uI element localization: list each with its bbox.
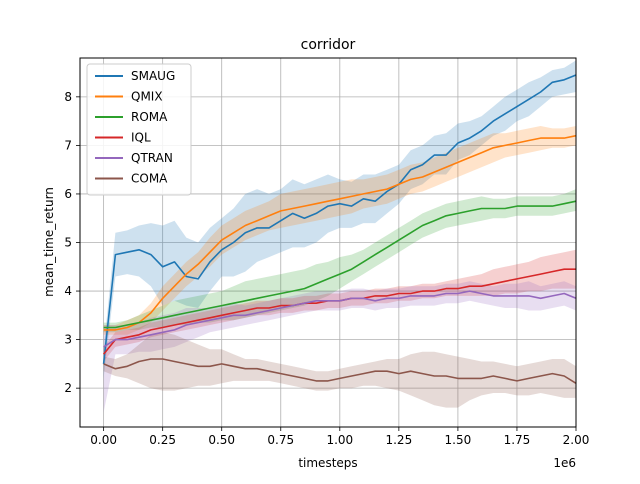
chart-title: corridor bbox=[301, 37, 356, 53]
smaug-band bbox=[103, 60, 576, 379]
y-axis-label: mean_time_return bbox=[42, 187, 56, 297]
x-tick-label: 0.00 bbox=[90, 433, 117, 447]
ticks: 0.00 0.25 0.50 0.75 1.00 1.25 1.50 1.75 2.00 2 3 4 5… bbox=[64, 90, 589, 447]
y-tick-label: 5 bbox=[64, 236, 72, 250]
legend-label-coma: COMA bbox=[131, 172, 168, 186]
x-tick-label: 0.75 bbox=[267, 433, 294, 447]
x-tick-label: 0.50 bbox=[208, 433, 235, 447]
y-tick-label: 4 bbox=[64, 284, 72, 298]
qtran-line bbox=[103, 290, 577, 348]
legend-label-qtran: QTRAN bbox=[131, 151, 173, 165]
x-axis-offset-text: 1e6 bbox=[553, 456, 576, 470]
legend-label-qmix: QMIX bbox=[131, 90, 163, 104]
x-tick-label: 2.00 bbox=[563, 433, 590, 447]
x-tick-label: 1.00 bbox=[326, 433, 353, 447]
coma-band bbox=[103, 332, 576, 408]
legend-label-smaug: SMAUG bbox=[131, 69, 175, 83]
x-axis-label: timesteps bbox=[298, 456, 357, 470]
iql-band bbox=[103, 249, 576, 362]
x-tick-label: 1.25 bbox=[385, 433, 412, 447]
y-tick-label: 3 bbox=[64, 333, 72, 347]
coma-line bbox=[103, 358, 577, 384]
legend: SMAUG QMIX ROMA IQL QTRAN COMA bbox=[86, 63, 192, 196]
series-lines bbox=[102, 74, 577, 384]
y-tick-label: 2 bbox=[64, 381, 72, 395]
x-tick-label: 1.75 bbox=[504, 433, 531, 447]
legend-label-iql: IQL bbox=[131, 131, 151, 145]
qmix-line bbox=[103, 134, 577, 331]
x-tick-label: 0.25 bbox=[149, 433, 176, 447]
roma-line bbox=[103, 200, 577, 329]
legend-label-roma: ROMA bbox=[131, 110, 168, 124]
y-tick-label: 8 bbox=[64, 90, 72, 104]
qtran-band bbox=[103, 281, 576, 413]
roma-band bbox=[103, 189, 576, 333]
y-tick-label: 6 bbox=[64, 187, 72, 201]
y-tick-label: 7 bbox=[64, 138, 72, 152]
x-tick-label: 1.50 bbox=[445, 433, 472, 447]
smaug-line bbox=[102, 74, 577, 364]
